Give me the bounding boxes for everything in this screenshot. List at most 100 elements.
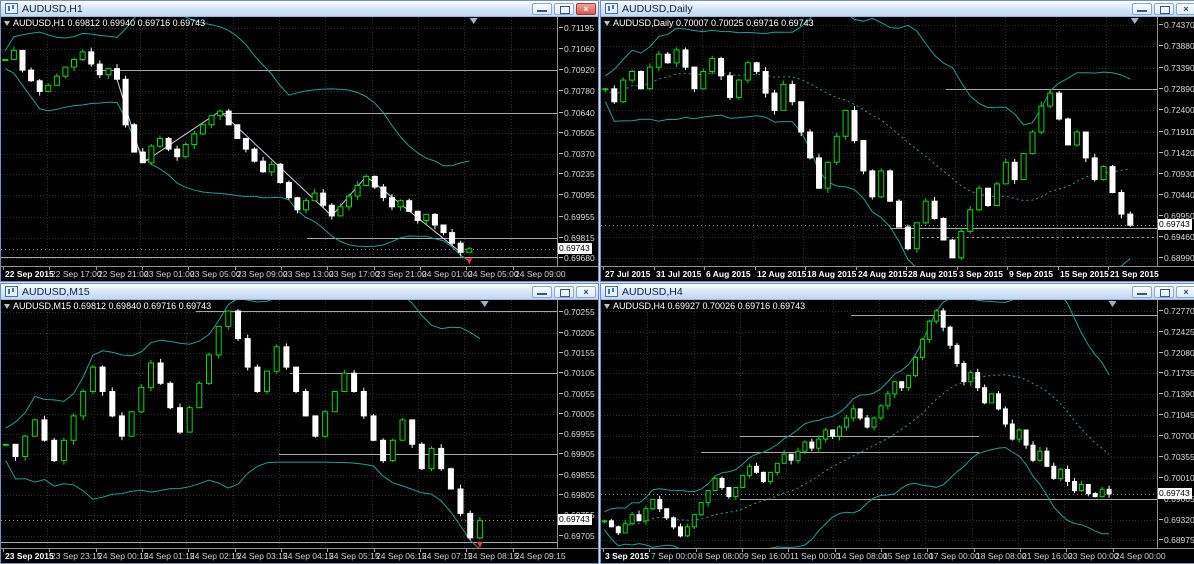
chart-area: AUDUSD,M15 0.69812 0.69840 0.69716 0.697… bbox=[1, 300, 598, 563]
time-axis[interactable]: 23 Sep 2015 23 Sep 23:15 24 Sep 00:15 24 Se… bbox=[1, 549, 598, 563]
price-tick-label: 0.70095 bbox=[559, 190, 595, 201]
price-tick-label: 0.69905 bbox=[559, 449, 595, 460]
time-tick-label: 3 Sep 2015 bbox=[957, 267, 1003, 279]
time-tick-label: 23 Sep 17:00 bbox=[327, 267, 380, 279]
time-tick-label: 24 Sep 02:15 bbox=[188, 549, 241, 561]
chart-window-m15: AUDUSD,M15 × AUDUSD,M15 0.69812 0.69840 … bbox=[0, 283, 599, 564]
minimize-icon[interactable] bbox=[532, 285, 552, 298]
price-tick-label: 0.70005 bbox=[559, 408, 595, 419]
chart-area: AUDUSD,H1 0.69812 0.69940 0.69716 0.6974… bbox=[1, 17, 598, 281]
ohlc-readout: AUDUSD,Daily 0.70007 0.70025 0.69716 0.6… bbox=[604, 18, 814, 28]
price-tick-label: 0.72770 bbox=[1159, 305, 1194, 316]
time-tick-label: 15 Sep 2015 bbox=[1058, 267, 1109, 279]
window-title: AUDUSD,M15 bbox=[22, 285, 90, 298]
chart-area: AUDUSD,H4 0.69927 0.70026 0.69716 0.6974… bbox=[601, 300, 1194, 563]
price-axis[interactable]: 0.74370 0.73880 0.73390 0.72890 0.72400 0.719… bbox=[1158, 17, 1194, 267]
candlestick-svg bbox=[601, 17, 1157, 266]
chart-window-h4: AUDUSD,H4 × AUDUSD,H4 0.69927 0.70026 0.… bbox=[600, 283, 1194, 564]
minimize-icon[interactable] bbox=[1132, 2, 1152, 15]
down-triangle-icon bbox=[4, 20, 10, 26]
price-tick-label: 0.71420 bbox=[1159, 147, 1194, 158]
time-tick-label: 23 Sep 01:00 bbox=[142, 267, 195, 279]
price-tick-label: 0.70355 bbox=[1159, 451, 1194, 462]
restore-icon[interactable] bbox=[554, 285, 574, 298]
price-axis[interactable]: 0.70255 0.70205 0.70155 0.70105 0.70055 0.700… bbox=[558, 300, 598, 549]
time-axis[interactable]: 3 Sep 2015 7 Sep 00:00 8 Sep 08:00 9 Sep 16… bbox=[601, 549, 1194, 563]
window-titlebar[interactable]: AUDUSD,H4 × bbox=[601, 284, 1194, 300]
price-tick-label: 0.70920 bbox=[559, 65, 595, 76]
price-tick-label: 0.70255 bbox=[559, 307, 595, 318]
price-tick-label: 0.69815 bbox=[559, 232, 595, 243]
candlestick-svg bbox=[1, 17, 557, 266]
minimize-icon[interactable] bbox=[1132, 285, 1152, 298]
chart-icon bbox=[605, 286, 618, 297]
time-tick-label: 18 Aug 2015 bbox=[805, 267, 857, 279]
time-tick-label: 28 Aug 2015 bbox=[906, 267, 958, 279]
minimize-icon[interactable] bbox=[532, 2, 552, 15]
price-tick-label: 0.73390 bbox=[1159, 62, 1194, 73]
chart-window-daily: AUDUSD,Daily × AUDUSD,Daily 0.70007 0.70… bbox=[600, 0, 1194, 282]
down-triangle-icon bbox=[4, 303, 10, 309]
time-tick-label: 23 Sep 13:00 bbox=[281, 267, 334, 279]
time-tick-label: 31 Jul 2015 bbox=[654, 267, 702, 279]
time-axis[interactable]: 22 Sep 2015 22 Sep 17:00 22 Sep 21:00 23 Se… bbox=[1, 267, 598, 281]
price-axis[interactable]: 0.71195 0.71060 0.70920 0.70780 0.70640 0.705… bbox=[558, 17, 598, 267]
close-icon[interactable]: × bbox=[576, 285, 596, 298]
window-titlebar[interactable]: AUDUSD,M15 × bbox=[1, 284, 598, 300]
window-controls: × bbox=[532, 285, 596, 298]
chart-canvas[interactable]: AUDUSD,H1 0.69812 0.69940 0.69716 0.6974… bbox=[1, 17, 558, 267]
ohlc-text: AUDUSD,H4 0.69927 0.70026 0.69716 0.6974… bbox=[613, 301, 806, 311]
price-tick-label: 0.74370 bbox=[1159, 20, 1194, 31]
restore-icon[interactable] bbox=[1154, 2, 1174, 15]
price-axis[interactable]: 0.72770 0.72425 0.72080 0.71735 0.71390 0.710… bbox=[1158, 300, 1194, 549]
time-tick-label: 23 Sep 21:00 bbox=[374, 267, 427, 279]
time-tick-label: 21 Sep 2015 bbox=[1108, 267, 1159, 279]
current-price-tag: 0.69743 bbox=[558, 242, 592, 254]
chart-window-h1: AUDUSD,H1 × AUDUSD,H1 0.69812 0.69940 0.… bbox=[0, 0, 599, 282]
chart-icon bbox=[5, 3, 18, 14]
price-tick-label: 0.72425 bbox=[1159, 326, 1194, 337]
close-icon[interactable]: × bbox=[576, 2, 596, 15]
close-icon[interactable]: × bbox=[1176, 2, 1194, 15]
time-axis[interactable]: 27 Jul 2015 31 Jul 2015 6 Aug 2015 12 Aug 2… bbox=[601, 267, 1194, 281]
current-price-tag: 0.69743 bbox=[1158, 487, 1192, 499]
price-tick-label: 0.70930 bbox=[1159, 168, 1194, 179]
price-tick-label: 0.71735 bbox=[1159, 368, 1194, 379]
time-tick-label: 23 Sep 23:15 bbox=[49, 549, 102, 561]
window-controls: × bbox=[532, 2, 596, 15]
time-tick-label: 14 Sep 08:00 bbox=[835, 549, 888, 561]
price-tick-label: 0.70505 bbox=[559, 128, 595, 139]
time-tick-label: 17 Sep 00:00 bbox=[927, 549, 980, 561]
time-tick-label: 24 Sep 03:15 bbox=[235, 549, 288, 561]
time-tick-label: 24 Sep 07:15 bbox=[420, 549, 473, 561]
price-tick-label: 0.70010 bbox=[1159, 472, 1194, 483]
chart-canvas[interactable]: AUDUSD,Daily 0.70007 0.70025 0.69716 0.6… bbox=[601, 17, 1158, 267]
chart-canvas[interactable]: AUDUSD,M15 0.69812 0.69840 0.69716 0.697… bbox=[1, 300, 558, 549]
close-icon[interactable]: × bbox=[1176, 285, 1194, 298]
price-tick-label: 0.73880 bbox=[1159, 41, 1194, 52]
ohlc-text: AUDUSD,Daily 0.70007 0.70025 0.69716 0.6… bbox=[613, 18, 814, 28]
price-tick-label: 0.71390 bbox=[1159, 389, 1194, 400]
time-tick-label: 22 Sep 17:00 bbox=[49, 267, 102, 279]
chart-icon bbox=[5, 286, 18, 297]
restore-icon[interactable] bbox=[1154, 285, 1174, 298]
chart-canvas[interactable]: AUDUSD,H4 0.69927 0.70026 0.69716 0.6974… bbox=[601, 300, 1158, 549]
window-titlebar[interactable]: AUDUSD,H1 × bbox=[1, 1, 598, 17]
price-tick-label: 0.70105 bbox=[559, 368, 595, 379]
price-tick-label: 0.69680 bbox=[559, 253, 595, 264]
time-tick-label: 23 Sep 2015 bbox=[3, 549, 54, 561]
window-titlebar[interactable]: AUDUSD,Daily × bbox=[601, 1, 1194, 17]
time-tick-label: 11 Sep 00:00 bbox=[788, 549, 840, 561]
time-tick-label: 21 Sep 16:00 bbox=[1020, 549, 1073, 561]
current-price-tag: 0.69743 bbox=[1158, 219, 1192, 231]
price-tick-label: 0.70700 bbox=[1159, 431, 1194, 442]
price-tick-label: 0.71045 bbox=[1159, 410, 1194, 421]
ohlc-readout: AUDUSD,H4 0.69927 0.70026 0.69716 0.6974… bbox=[604, 301, 805, 311]
restore-icon[interactable] bbox=[554, 2, 574, 15]
price-tick-label: 0.70370 bbox=[559, 148, 595, 159]
price-tick-label: 0.70440 bbox=[1159, 190, 1194, 201]
candlestick-svg bbox=[1, 300, 557, 548]
down-triangle-icon bbox=[604, 303, 610, 309]
time-tick-label: 24 Sep 06:15 bbox=[374, 549, 427, 561]
time-tick-label: 24 Sep 04:15 bbox=[281, 549, 334, 561]
